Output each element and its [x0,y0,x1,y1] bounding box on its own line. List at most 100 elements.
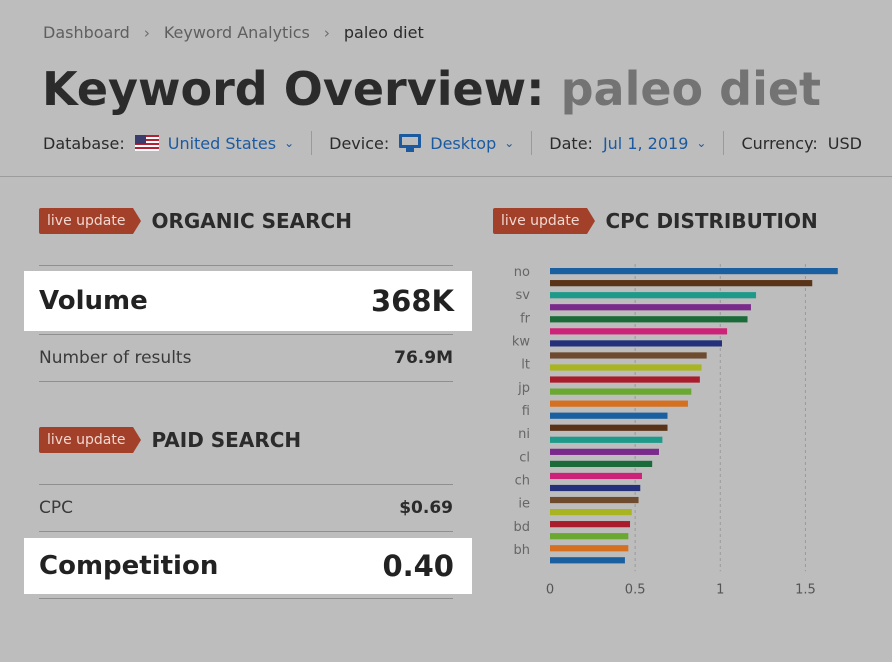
organic-search-title: ORGANIC SEARCH [151,209,352,233]
breadcrumb-current: paleo diet [343,23,424,42]
divider [311,131,313,155]
category-label: lt [521,358,530,373]
volume-row: Volume 368K [24,271,472,331]
live-update-badge[interactable]: live update [493,208,596,234]
chart-bar[interactable] [550,268,838,275]
chart-bar[interactable] [550,484,641,492]
competition-value: 0.40 [382,549,454,583]
competition-row: Competition 0.40 [24,538,472,594]
chart-bar[interactable] [550,557,625,564]
chart-bar[interactable] [550,340,722,347]
chart-bar[interactable] [550,388,692,395]
category-label: sv [516,288,531,303]
category-label: fi [522,404,530,419]
page-title-keyword: paleo diet [560,62,822,116]
divider [39,531,453,532]
volume-label: Volume [39,286,148,316]
currency-value: USD [827,133,862,153]
cpc-label: CPC [39,498,73,518]
date-value: Jul 1, 2019 [602,133,689,153]
divider [39,598,453,599]
chart-bar[interactable] [550,424,668,431]
device-value: Desktop [430,133,497,153]
volume-value: 368K [370,284,454,318]
breadcrumb-separator-icon: › [143,23,150,42]
breadcrumb: Dashboard › Keyword Analytics › paleo di… [43,23,424,42]
database-label: Database: [43,133,125,153]
divider [39,381,453,382]
device-label: Device: [329,133,390,153]
category-label: ni [518,427,530,442]
filter-bar: Database: United States ⌄ Device: Deskto… [43,131,862,155]
divider [39,334,453,335]
page-title: Keyword Overview: paleo diet [42,62,821,116]
chart-bar[interactable] [550,448,659,455]
x-tick-label: 0 [546,582,554,597]
chart-bar[interactable] [550,460,653,467]
paid-search-title: PAID SEARCH [151,428,302,452]
cpc-value: $0.69 [399,498,453,518]
chart-bar[interactable] [550,521,631,528]
desktop-monitor-icon [399,134,422,152]
category-label: kw [512,335,531,350]
header-divider [0,176,892,177]
chart-bar[interactable] [550,509,632,516]
category-label: no [514,265,530,280]
chevron-down-icon: ⌄ [284,136,295,150]
live-update-badge[interactable]: live update [39,427,142,453]
chart-bar[interactable] [550,304,751,311]
chart-bar[interactable] [550,280,813,287]
live-update-badge[interactable]: live update [39,208,142,234]
organic-search-header: live update ORGANIC SEARCH [39,208,352,234]
x-tick-label: 1.5 [795,582,816,597]
chart-bar[interactable] [550,436,663,443]
category-label: cl [519,450,530,465]
chart-bar[interactable] [550,496,639,504]
chart-bar[interactable] [550,545,629,552]
x-tick-label: 1 [716,582,724,597]
number-of-results-label: Number of results [39,348,192,368]
chart-bar[interactable] [550,472,642,480]
number-of-results-value: 76.9M [394,348,453,368]
chart-bar[interactable] [550,412,668,419]
date-dropdown[interactable]: Jul 1, 2019 ⌄ [603,134,707,153]
database-dropdown[interactable]: United States ⌄ [134,133,295,153]
chart-bar[interactable] [550,376,700,383]
chart-bar[interactable] [550,316,748,323]
chevron-down-icon: ⌄ [504,136,515,150]
cpc-distribution-chart: 0 0.5 1 1.5 no sv fr kw lt jp fi ni cl ch ie bd bh [512,264,838,597]
divider [39,265,453,266]
chart-bar[interactable] [550,364,702,371]
competition-label: Competition [39,551,219,581]
us-flag-icon [134,135,159,151]
chart-bar[interactable] [550,352,707,359]
divider [531,131,533,155]
category-label: ie [518,497,530,512]
page-title-prefix: Keyword Overview: [42,62,545,116]
cpc-distribution-title: CPC DISTRIBUTION [605,209,818,233]
breadcrumb-keyword-analytics[interactable]: Keyword Analytics [163,23,310,42]
device-dropdown[interactable]: Desktop ⌄ [399,134,514,153]
date-label: Date: [549,133,593,153]
chart-bar[interactable] [550,328,728,335]
chart-bar[interactable] [550,533,629,540]
cpc-distribution-header: live update CPC DISTRIBUTION [493,208,818,234]
category-label: fr [520,311,531,326]
cpc-row: CPC $0.69 [39,496,453,520]
chart-bar[interactable] [550,400,688,407]
divider [723,131,725,155]
number-of-results-row: Number of results 76.9M [39,346,453,370]
category-label: bd [513,520,530,535]
paid-search-header: live update PAID SEARCH [39,427,301,453]
x-tick-label: 0.5 [625,582,646,597]
chart-bar[interactable] [550,292,757,299]
breadcrumb-separator-icon: › [323,23,330,42]
category-label: jp [517,381,530,396]
chevron-down-icon: ⌄ [696,136,707,150]
category-label: bh [514,543,531,558]
breadcrumb-dashboard[interactable]: Dashboard [43,23,130,42]
category-label: ch [515,474,530,489]
database-value: United States [167,133,277,153]
currency-label: Currency: [741,133,818,153]
divider [39,484,453,485]
